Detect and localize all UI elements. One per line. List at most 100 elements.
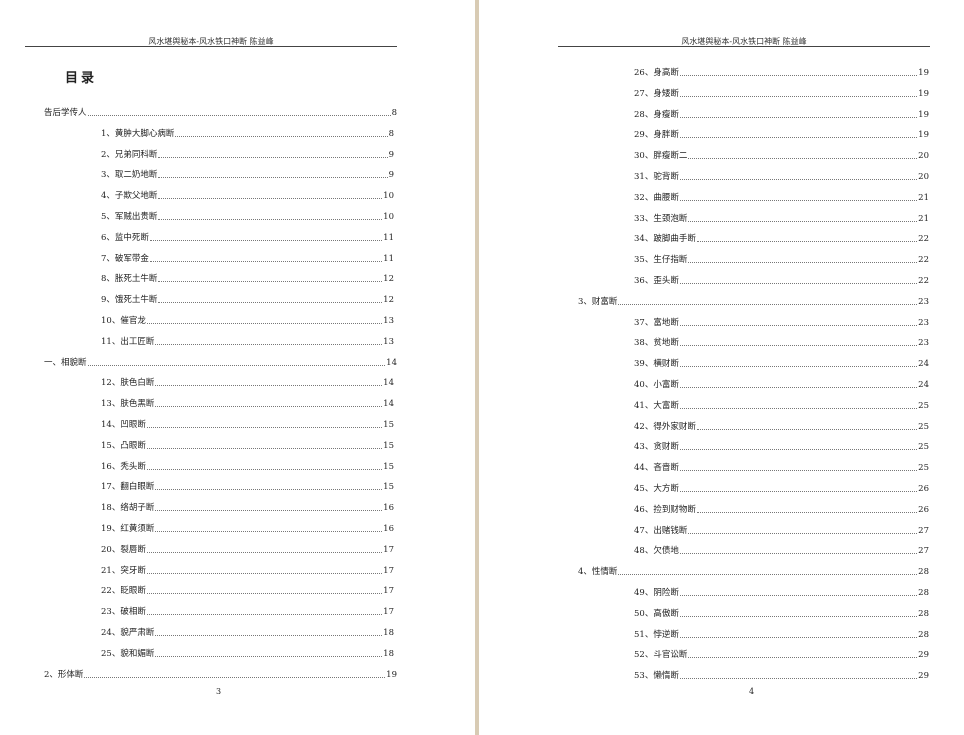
toc-entry[interactable]: 25、貌和媚断 18 (101, 648, 394, 660)
toc-entry[interactable]: 49、阴险断 28 (634, 587, 929, 599)
toc-entry-page: 18 (383, 648, 394, 659)
toc-entry[interactable]: 40、小富断 24 (634, 379, 929, 391)
toc-entry-page: 24 (918, 380, 929, 390)
toc-entry[interactable]: 21、突牙断 17 (101, 565, 394, 577)
toc-entry-label: 29、身胖断 (634, 130, 679, 141)
toc-entry[interactable]: 41、大富断 25 (634, 400, 929, 412)
toc-entry[interactable]: 45、大方断 26 (634, 483, 929, 495)
toc-entry[interactable]: 44、吝啬断 25 (634, 462, 929, 474)
toc-entry-label: 27、身矮断 (634, 88, 679, 99)
toc-entry-page: 22 (918, 234, 929, 245)
toc-entry[interactable]: 35、生仔指断 22 (634, 254, 929, 266)
toc-entry[interactable]: 15、凸眼断 15 (101, 440, 394, 452)
dot-leader (146, 572, 383, 574)
toc-entry[interactable]: 53、懒惰断 29 (634, 670, 929, 682)
toc-entry-page: 25 (918, 400, 929, 411)
toc-entry[interactable]: 3、取二奶地断 9 (101, 169, 394, 181)
toc-entry[interactable]: 52、斗官讼断 29 (634, 649, 929, 661)
toc-entry[interactable]: 37、富地断 23 (634, 317, 929, 329)
toc-entry[interactable]: 8、胀死土牛断 12 (101, 273, 394, 285)
toc-entry-label: 18、络胡子断 (101, 503, 155, 514)
dot-leader (155, 406, 383, 408)
toc-entry[interactable]: 50、高傲断 28 (634, 608, 929, 620)
toc-entry[interactable]: 12、肤色白断 14 (101, 377, 394, 389)
toc-entry-label: 43、贪财断 (634, 442, 679, 453)
dot-leader (84, 676, 386, 678)
toc-entry[interactable]: 14、凹眼断 15 (101, 419, 394, 431)
page-number: 4 (749, 687, 755, 696)
toc-entry-page: 12 (383, 274, 394, 285)
toc-entry-page: 19 (918, 109, 929, 120)
toc-entry-page: 17 (383, 607, 394, 618)
dot-leader (696, 428, 918, 430)
dot-leader (679, 387, 918, 388)
toc-entry[interactable]: 30、胖瘦断二 20 (634, 150, 929, 162)
toc-entry[interactable]: 5、军贼出贵断 10 (101, 211, 394, 223)
toc-entry[interactable]: 42、得外家财断 25 (634, 421, 929, 433)
toc-section-entry[interactable]: 4、性情断 28 (578, 566, 929, 578)
toc-entry[interactable]: 38、贫地断 23 (634, 337, 929, 349)
toc-entry[interactable]: 10、催官龙 13 (101, 315, 394, 327)
dot-leader (696, 511, 918, 513)
dot-leader (679, 615, 918, 617)
toc-entry-label: 38、贫地断 (634, 338, 679, 349)
toc-entry[interactable]: 22、眨眼断 17 (101, 585, 394, 597)
toc-entry[interactable]: 39、横财断 24 (634, 358, 929, 370)
toc-entry-page: 8 (388, 128, 394, 139)
toc-entry[interactable]: 20、裂唇断 17 (101, 544, 394, 556)
toc-entry-label: 35、生仔指断 (634, 255, 688, 266)
toc-entry-label: 37、富地断 (634, 317, 679, 328)
toc-entry[interactable]: 27、身矮断 19 (634, 88, 929, 100)
toc-entry[interactable]: 19、红黄须断 16 (101, 523, 394, 535)
toc-entry-page: 23 (918, 338, 929, 349)
toc-entry[interactable]: 23、破相断 17 (101, 606, 394, 618)
toc-entry[interactable]: 26、身高断 19 (634, 67, 929, 79)
toc-entry[interactable]: 18、络胡子断 16 (101, 502, 394, 514)
toc-entry[interactable]: 1、黄肿大脚心病断 8 (101, 128, 394, 140)
dot-leader (679, 324, 918, 326)
dot-leader (158, 156, 388, 158)
toc-entry-label: 50、高傲断 (634, 608, 679, 619)
toc-entry-label: 32、曲腰断 (634, 192, 679, 203)
toc-section-entry[interactable]: 告后学传人 8 (44, 107, 397, 119)
toc-section-entry[interactable]: 3、财富断 23 (578, 296, 929, 308)
toc-entry[interactable]: 17、翻白眼断 15 (101, 481, 394, 493)
toc-entry-page: 17 (383, 586, 394, 597)
toc-entry-label: 4、子欺父地断 (101, 191, 158, 202)
toc-entry[interactable]: 7、破军带金 11 (101, 253, 394, 265)
toc-entry-label: 13、肤色黑断 (101, 399, 155, 410)
dot-leader (149, 239, 383, 241)
toc-entry-label: 10、催官龙 (101, 316, 146, 326)
toc-entry[interactable]: 2、兄弟同科断 9 (101, 149, 394, 161)
toc-entry[interactable]: 51、悖逆断 28 (634, 629, 929, 641)
toc-entry[interactable]: 11、出工匠断 13 (101, 336, 394, 348)
toc-entry[interactable]: 4、子欺父地断 10 (101, 190, 394, 202)
toc-entry[interactable]: 24、貌严肃断 18 (101, 627, 394, 639)
toc-entry[interactable]: 34、跛脚曲手断 22 (634, 233, 929, 245)
toc-entry[interactable]: 13、肤色黑断 14 (101, 398, 394, 410)
toc-entry[interactable]: 47、出赌钱断 27 (634, 525, 929, 537)
toc-section-entry[interactable]: 2、形体断 19 (44, 669, 397, 681)
toc-entry-page: 19 (386, 669, 397, 680)
toc-entry[interactable]: 6、监中死断 11 (101, 232, 394, 244)
toc-section-entry[interactable]: 一、相貌断 14 (44, 357, 397, 369)
toc-entry[interactable]: 48、欠债地 27 (634, 545, 929, 557)
toc-entry-label: 26、身高断 (634, 68, 679, 78)
toc-entry-label: 2、兄弟同科断 (101, 149, 158, 160)
toc-entry[interactable]: 28、身瘦断 19 (634, 109, 929, 121)
toc-entry[interactable]: 16、秃头断 15 (101, 461, 394, 473)
toc-entry-label: 2、形体断 (44, 669, 84, 680)
toc-entry[interactable]: 9、饿死土牛断 12 (101, 294, 394, 306)
dot-leader (679, 449, 918, 451)
toc-entry[interactable]: 43、贪财断 25 (634, 441, 929, 453)
toc-entry[interactable]: 33、生颈泡断 21 (634, 213, 929, 225)
toc-entry[interactable]: 36、歪头断 22 (634, 275, 929, 287)
toc-entry[interactable]: 32、曲腰断 21 (634, 192, 929, 204)
toc-entry-page: 21 (918, 192, 929, 203)
dot-leader (679, 553, 918, 555)
toc-entry-label: 21、突牙断 (101, 565, 146, 576)
toc-entry[interactable]: 46、捡到财物断 26 (634, 504, 929, 516)
toc-entry[interactable]: 31、驼背断 20 (634, 171, 929, 183)
toc-entry[interactable]: 29、身胖断 19 (634, 129, 929, 141)
dot-leader (679, 491, 918, 492)
